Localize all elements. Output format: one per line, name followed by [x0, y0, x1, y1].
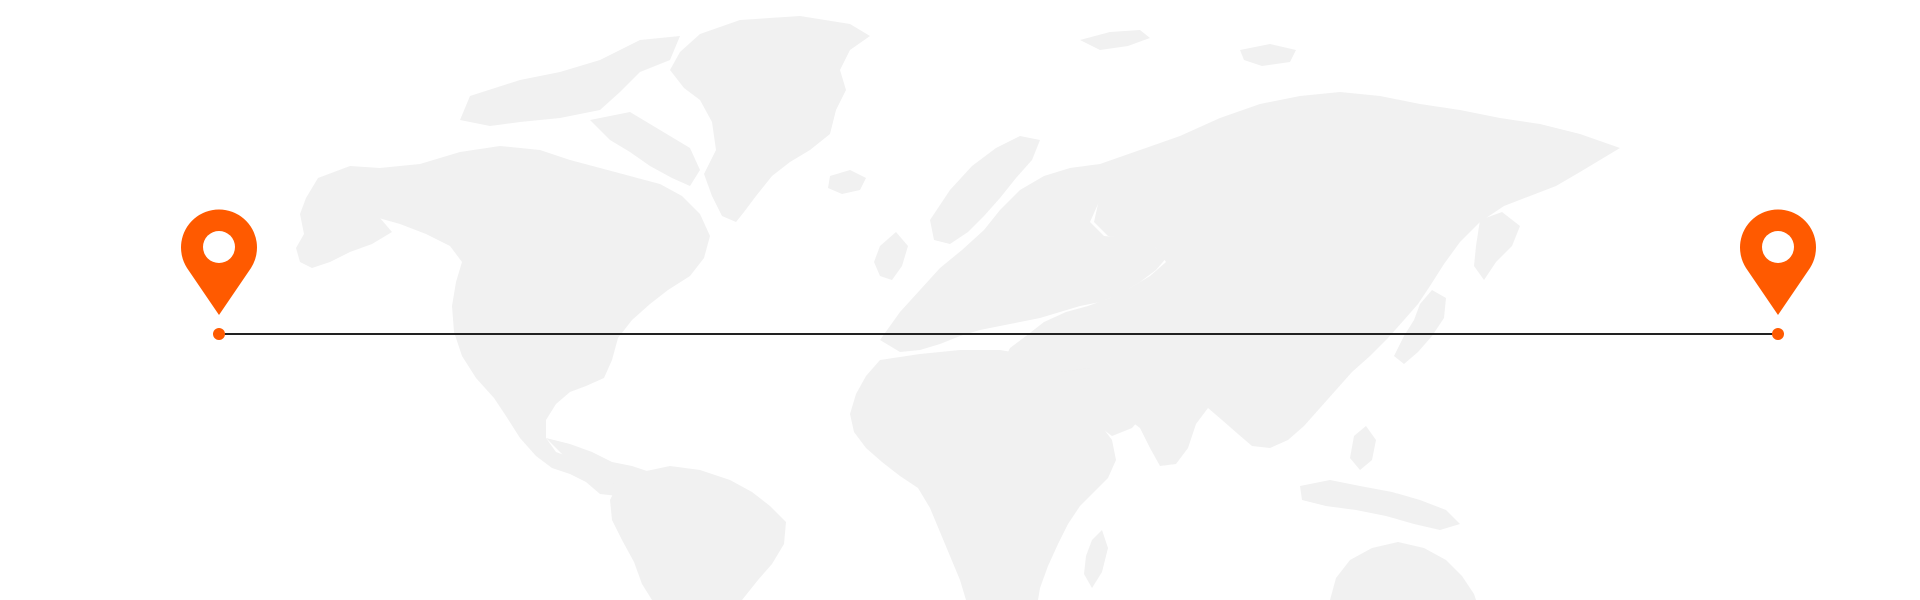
land-scandinavia [930, 136, 1040, 244]
land-madagascar [1084, 530, 1108, 588]
land-indonesia [1300, 480, 1460, 530]
land-australia [1330, 542, 1476, 600]
map-pin-hole [1762, 231, 1794, 263]
land-far-east [1474, 212, 1520, 280]
map-pin-icon[interactable] [181, 209, 257, 315]
land-north-america [300, 146, 710, 496]
land-iceland [828, 170, 866, 194]
land-africa [850, 350, 1116, 600]
land-british-isles [874, 232, 908, 280]
land-alaska [296, 204, 392, 268]
land-philippines [1350, 426, 1376, 470]
land-asia [1002, 92, 1620, 466]
world-map-land [296, 16, 1620, 600]
land-baffin [590, 112, 700, 186]
land-siberian-islands [1240, 44, 1296, 66]
land-arctic-islands [460, 36, 680, 126]
land-south-america [610, 466, 786, 600]
land-arabia [1060, 368, 1144, 436]
land-europe [880, 164, 1168, 352]
land-novaya-zemlya [1080, 30, 1150, 50]
map-pin-icon[interactable] [1740, 209, 1816, 315]
route-endpoint-dot [213, 328, 225, 340]
land-japan [1394, 290, 1446, 364]
map-pin-hole [203, 231, 235, 263]
land-greenland [670, 16, 870, 222]
route-endpoint-dot [1772, 328, 1784, 340]
